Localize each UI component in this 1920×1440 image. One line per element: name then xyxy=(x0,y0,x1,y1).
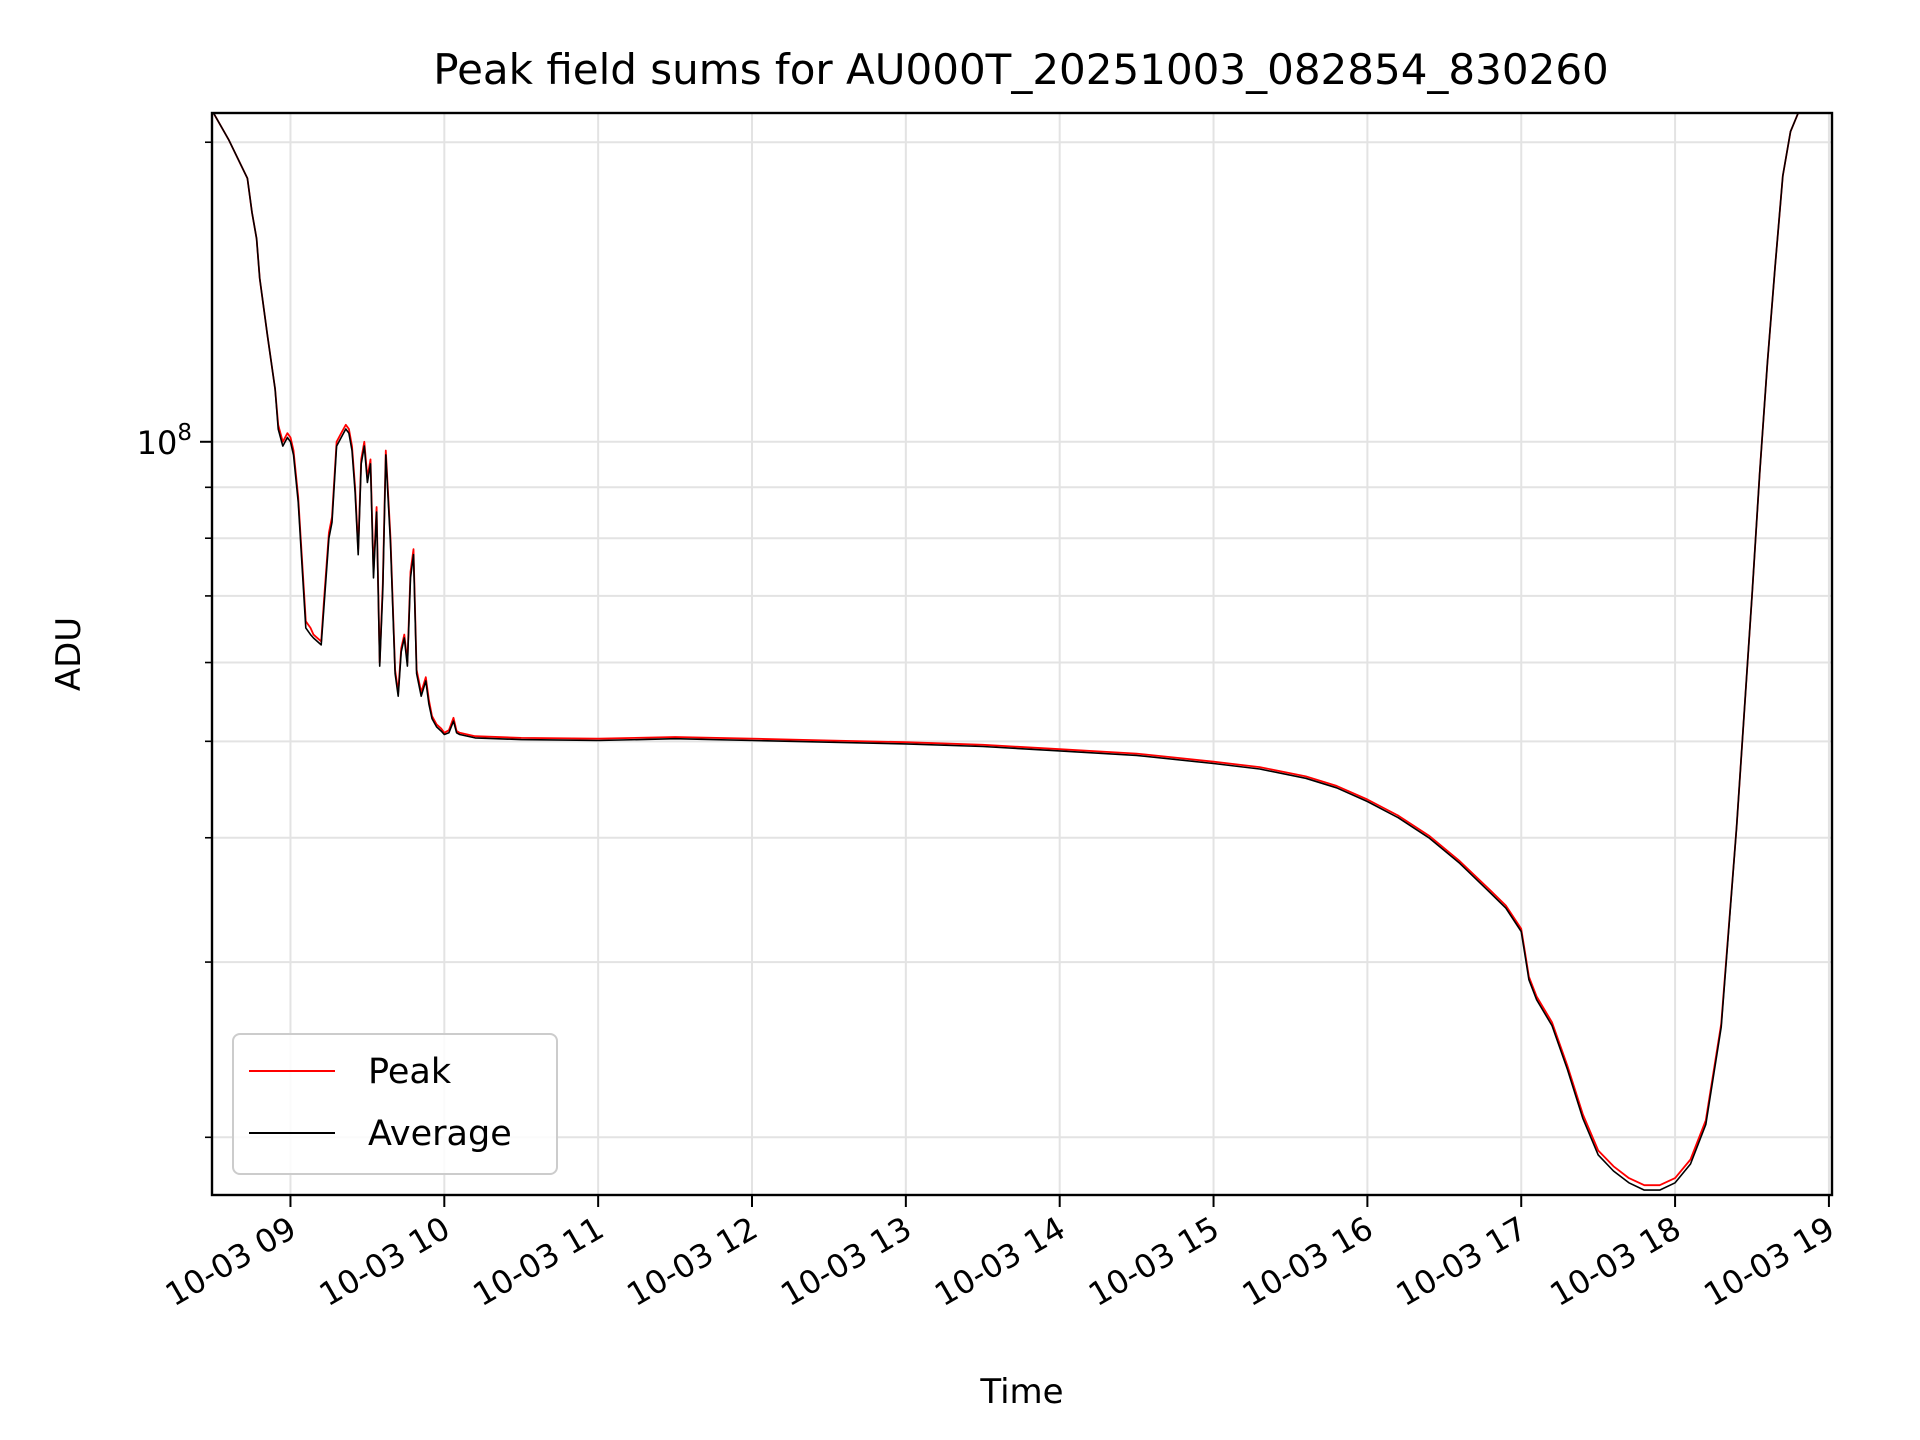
x-axis-title: Time xyxy=(979,1372,1063,1412)
legend[interactable]: Peak Average xyxy=(232,1033,558,1175)
series-layer xyxy=(212,113,1829,1191)
grid xyxy=(212,113,1832,1195)
legend-box xyxy=(232,1033,558,1175)
chart-title: Peak field sums for AU000T_20251003_0828… xyxy=(433,45,1609,94)
legend-average-label: Average xyxy=(368,1114,512,1154)
y-tick-label: 108 xyxy=(137,420,192,462)
legend-peak-label: Peak xyxy=(368,1052,452,1092)
plot-frame xyxy=(210,111,1834,1197)
series-line-average xyxy=(212,113,1829,1191)
y-axis: 108 xyxy=(137,141,212,1139)
y-axis-title: ADU xyxy=(49,617,89,691)
